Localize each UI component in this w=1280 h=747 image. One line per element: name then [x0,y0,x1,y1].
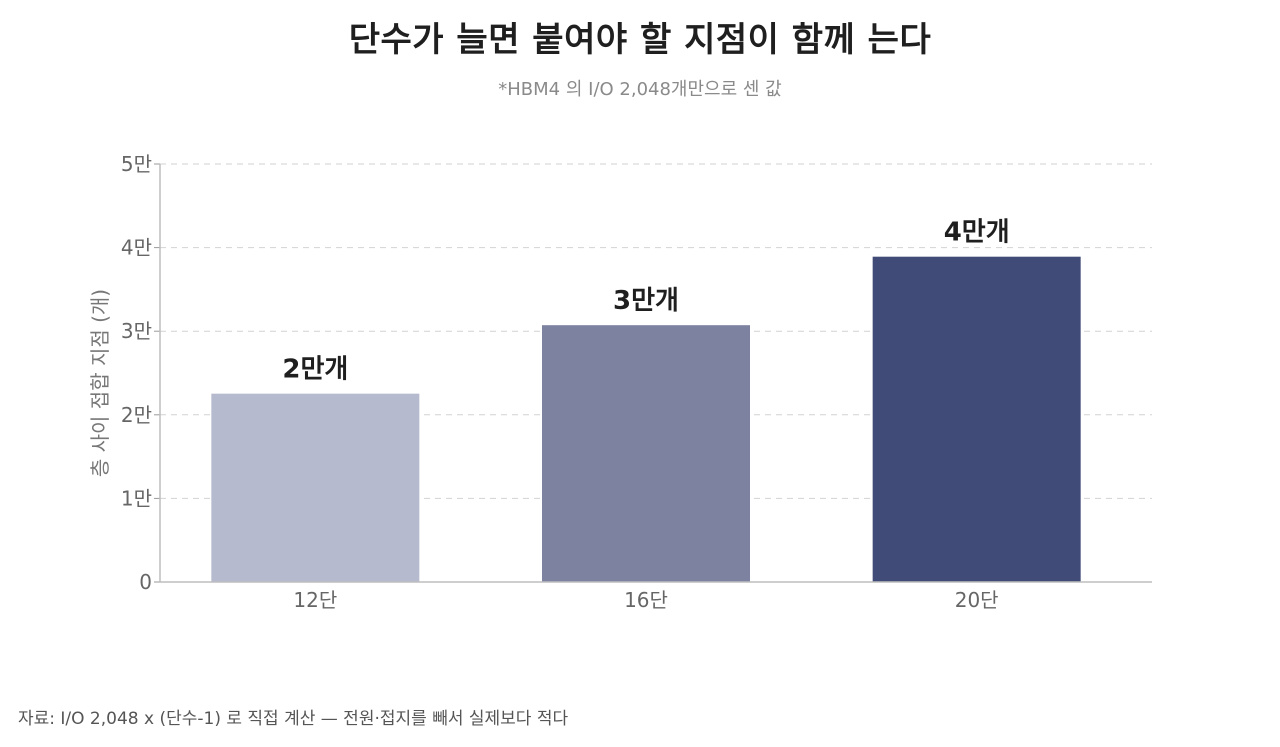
y-tick-label: 3만 [121,319,152,343]
x-tick-label: 16단 [624,588,668,612]
bar-2 [542,325,750,582]
chart-title: 단수가 늘면 붙여야 할 지점이 함께 는다 [348,20,932,60]
y-tick-label: 4만 [121,236,152,260]
data-label: 2만개 [282,355,348,385]
data-label: 3만개 [613,286,679,316]
data-label: 4만개 [944,218,1010,248]
axes: 0 1만 2만 3만 4만 5만층 사이 접합 지점 (개) 12단 16단 20단 [88,152,1152,612]
data-labels: 2만개 3만개 4만개 [282,218,1009,385]
y-tick-label: 5만 [121,152,152,176]
y-axis-label: 층 사이 접합 지점 (개) [88,289,112,477]
y-tick-label: 2만 [121,403,152,427]
bar-1 [211,393,420,582]
x-tick-label: 12단 [293,588,337,612]
y-tick-label: 1만 [121,486,152,510]
source-note: 자료: I/O 2,048 x (단수-1) 로 직접 계산 — 전원·접지를 … [18,709,569,729]
y-tick-label: 0 [139,570,152,594]
x-tick-label: 20단 [955,588,999,612]
chart-subtitle: *HBM4 의 I/O 2,048개만으로 센 값 [498,79,782,100]
bars [211,256,1081,582]
bar-3 [872,256,1081,582]
